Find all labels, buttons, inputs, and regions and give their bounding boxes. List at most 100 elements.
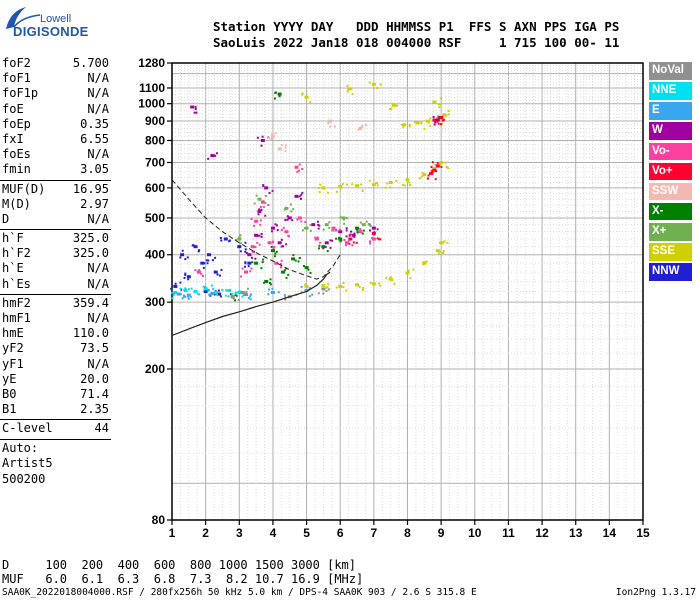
- echo-point: [294, 194, 299, 198]
- echo-speck: [280, 144, 283, 147]
- echo-speck: [184, 258, 187, 261]
- echo-speck: [267, 204, 270, 207]
- echo-speck: [447, 110, 450, 113]
- param-name: hmE: [2, 326, 24, 341]
- echo-speck: [346, 90, 349, 93]
- echo-speck: [373, 233, 376, 236]
- echo-speck: [252, 250, 255, 253]
- echo-point: [338, 185, 343, 189]
- echo-speck: [171, 291, 174, 294]
- echo-speck: [249, 295, 252, 298]
- echo-point: [344, 241, 349, 245]
- echo-speck: [299, 197, 302, 200]
- echo-speck: [439, 241, 442, 244]
- echo-speck: [259, 219, 262, 222]
- echo-speck: [343, 238, 346, 241]
- echo-speck: [442, 252, 445, 255]
- param-value: 325.0: [72, 231, 109, 246]
- echo-point: [291, 257, 296, 261]
- param-value: 16.95: [72, 181, 109, 196]
- echo-speck: [271, 133, 274, 136]
- echo-speck: [253, 224, 256, 227]
- echo-speck: [285, 276, 288, 279]
- echo-speck: [359, 230, 362, 233]
- echo-speck: [349, 233, 352, 236]
- echo-speck: [274, 132, 277, 135]
- param-row-he: h`E N/A: [0, 261, 111, 276]
- echo-speck: [237, 299, 240, 302]
- echo-speck: [179, 281, 182, 284]
- echo-speck: [391, 279, 394, 282]
- echo-speck: [318, 244, 321, 247]
- echo-point: [439, 160, 444, 164]
- echo-speck: [181, 249, 184, 252]
- echo-speck: [345, 227, 348, 230]
- echo-speck: [267, 293, 270, 296]
- echo-speck: [273, 97, 276, 100]
- echo-speck: [260, 208, 263, 211]
- echo-speck: [316, 236, 319, 239]
- echo-speck: [204, 287, 207, 290]
- param-row-yf2: yF2 73.5: [0, 341, 111, 356]
- param-name: yF1: [2, 356, 24, 371]
- echo-speck: [327, 288, 330, 291]
- echo-speck: [301, 168, 304, 171]
- param-name: B0: [2, 386, 17, 401]
- echo-speck: [444, 161, 447, 164]
- echo-point: [200, 261, 205, 265]
- echo-speck: [309, 229, 312, 232]
- echo-speck: [372, 281, 375, 284]
- param-value: 6.55: [80, 131, 109, 146]
- echo-point: [244, 293, 249, 297]
- echo-speck: [285, 243, 288, 246]
- echo-speck: [183, 276, 186, 279]
- echo-speck: [423, 261, 426, 264]
- param-value: 359.4: [72, 295, 109, 310]
- echo-speck: [379, 284, 382, 287]
- echo-point: [304, 288, 309, 292]
- logo-digisonde: DIGISONDE: [13, 24, 89, 39]
- echo-speck: [244, 262, 247, 265]
- y-tick-label: 1100: [139, 81, 165, 95]
- echo-speck: [328, 121, 331, 124]
- param-value: N/A: [87, 101, 109, 116]
- param-name: foEs: [2, 147, 31, 162]
- echo-speck: [344, 244, 347, 247]
- echo-speck: [244, 292, 247, 295]
- echo-speck: [327, 122, 330, 125]
- echo-speck: [429, 117, 432, 120]
- echo-point: [237, 291, 242, 295]
- param-row-hme: hmE 110.0: [0, 326, 111, 341]
- echo-point: [388, 277, 393, 281]
- echo-speck: [194, 105, 197, 108]
- param-name: MUF(D): [2, 181, 46, 196]
- echo-speck: [437, 122, 440, 125]
- x-tick-label: 7: [371, 526, 378, 540]
- echo-speck: [436, 120, 439, 123]
- echo-speck: [283, 269, 286, 272]
- echo-speck: [284, 150, 287, 153]
- echo-speck: [443, 118, 446, 121]
- echo-speck: [213, 293, 216, 296]
- echo-speck: [215, 293, 218, 296]
- param-name: hmF2: [2, 295, 31, 310]
- echo-speck: [264, 194, 267, 197]
- echo-speck: [426, 177, 429, 180]
- param-value: 5.700: [72, 56, 109, 70]
- echo-point: [186, 275, 191, 279]
- echo-point: [425, 119, 430, 123]
- echo-speck: [284, 219, 287, 222]
- echo-speck: [338, 236, 341, 239]
- echo-speck: [326, 191, 329, 194]
- echo-speck: [244, 250, 247, 253]
- x-tick-label: 15: [636, 526, 650, 540]
- echo-speck: [287, 273, 290, 276]
- echo-speck: [316, 220, 319, 223]
- echo-speck: [246, 287, 249, 290]
- echo-speck: [255, 194, 258, 197]
- echo-point: [432, 100, 437, 104]
- param-row-hmf1: hmF1 N/A: [0, 311, 111, 326]
- echo-speck: [359, 227, 362, 230]
- echo-point: [348, 237, 353, 241]
- echo-speck: [395, 104, 398, 107]
